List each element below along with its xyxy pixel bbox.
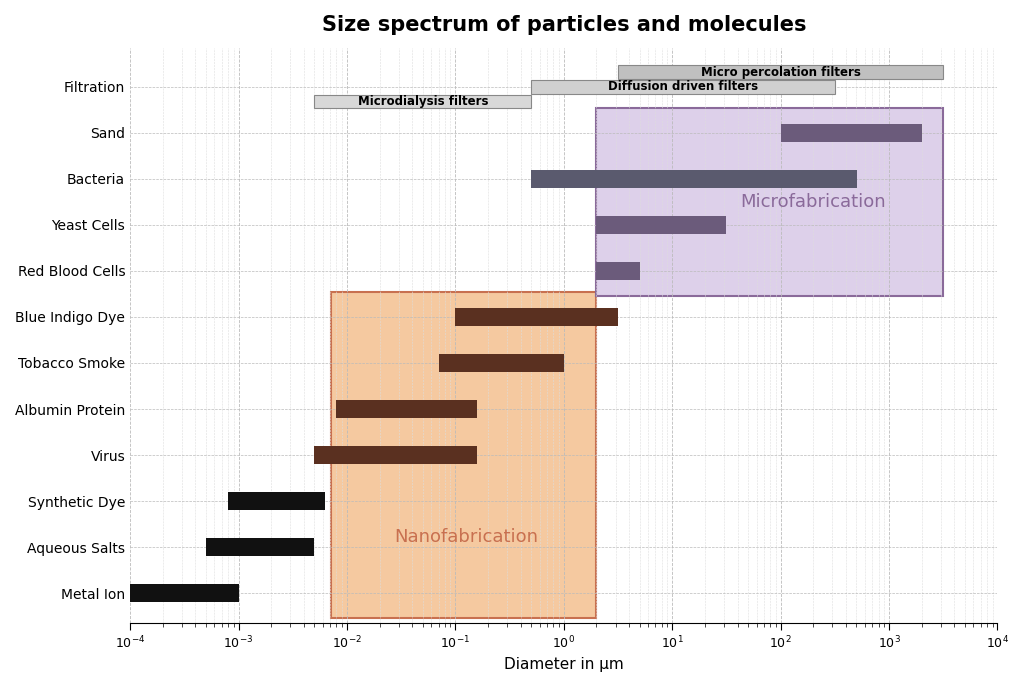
Bar	[618, 65, 943, 79]
Title: Size spectrum of particles and molecules: Size spectrum of particles and molecules	[322, 15, 806, 35]
Bar	[456, 308, 618, 326]
Bar	[531, 170, 856, 188]
Bar	[596, 216, 726, 234]
Bar	[130, 585, 239, 602]
Bar	[596, 262, 640, 280]
Bar	[596, 107, 943, 296]
Text: Microdialysis filters: Microdialysis filters	[357, 95, 488, 108]
Bar	[780, 124, 922, 142]
Bar	[314, 447, 477, 464]
Bar	[331, 291, 596, 618]
Bar	[206, 539, 314, 556]
Bar	[314, 95, 531, 109]
Bar	[439, 354, 564, 372]
Bar	[531, 80, 835, 93]
X-axis label: Diameter in μm: Diameter in μm	[504, 657, 624, 672]
Text: Microfabrication: Microfabrication	[740, 193, 886, 211]
Text: Diffusion driven filters: Diffusion driven filters	[608, 80, 758, 93]
Text: Micro percolation filters: Micro percolation filters	[700, 65, 860, 78]
Bar	[227, 493, 326, 510]
Text: Nanofabrication: Nanofabrication	[394, 528, 539, 545]
Bar	[336, 401, 477, 418]
